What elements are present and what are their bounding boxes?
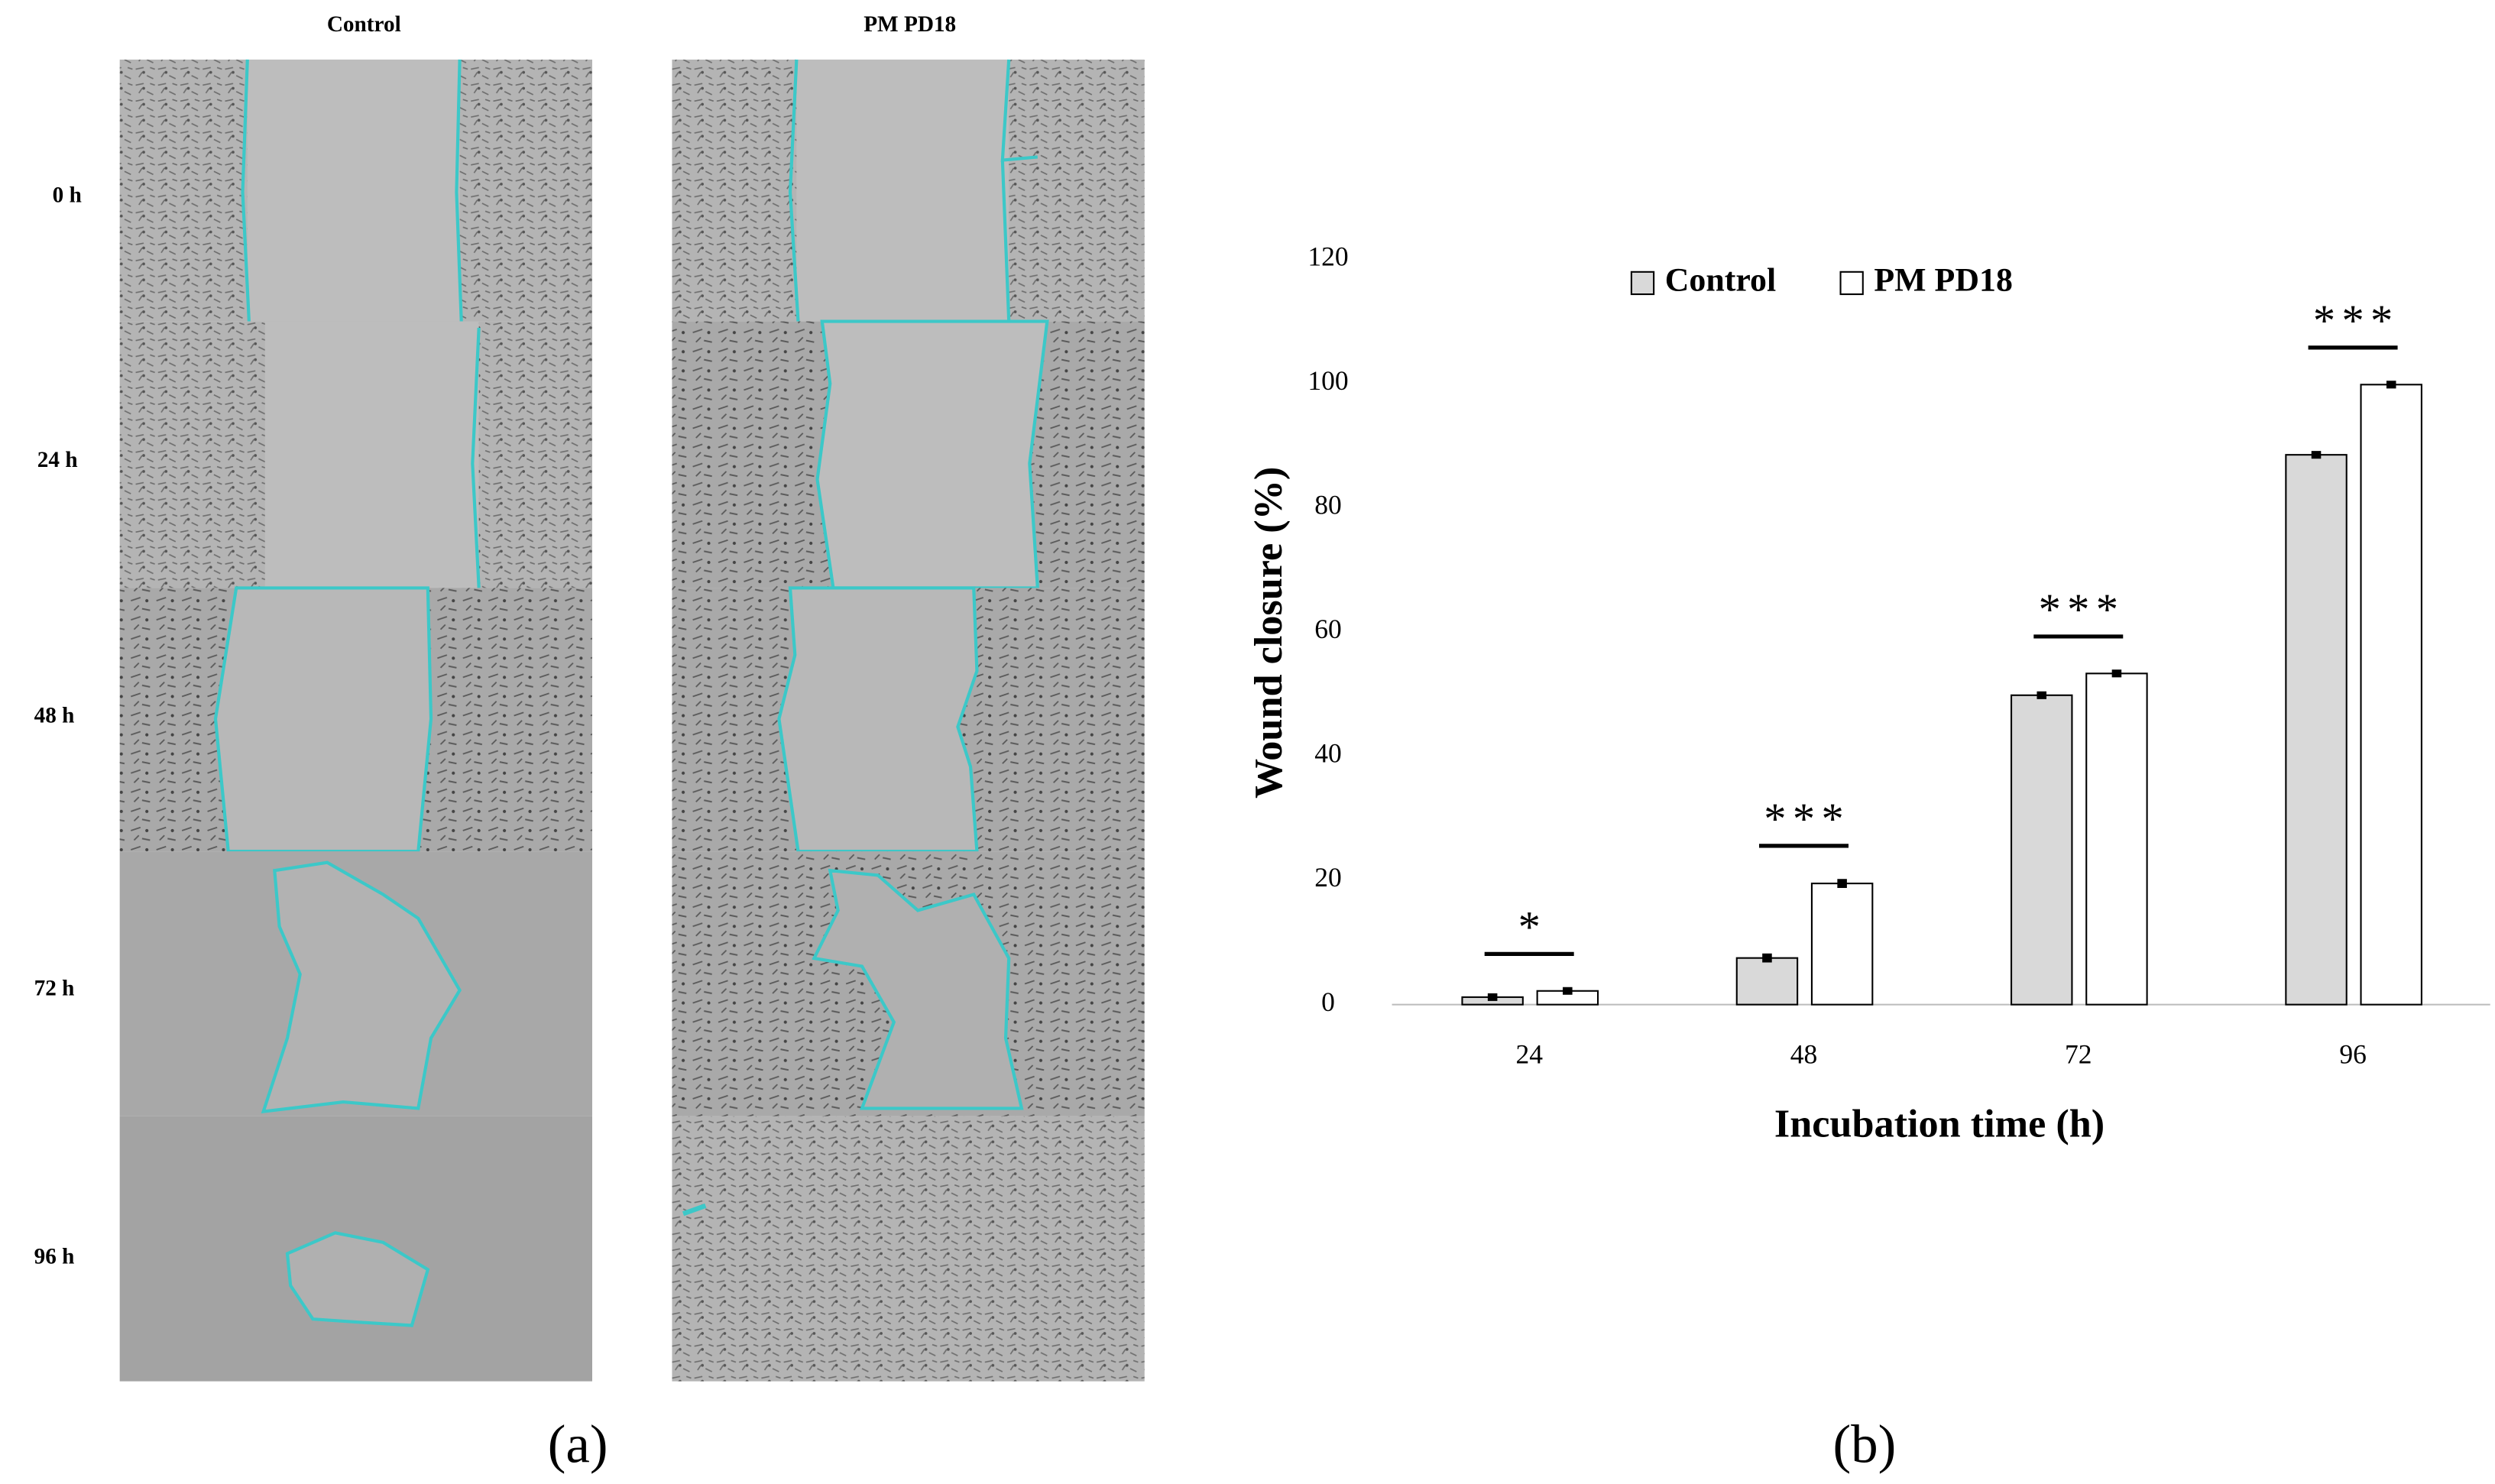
error-bar [2311, 451, 2322, 459]
error-bar [1762, 953, 1772, 963]
legend-swatch [1630, 271, 1655, 296]
wound-area [812, 868, 1024, 1110]
bar [2011, 694, 2073, 1006]
legend-label: PM PD18 [1874, 261, 2012, 298]
wound-area [777, 586, 979, 854]
error-bar [2386, 381, 2396, 389]
wound-area [247, 59, 460, 322]
row-label: 0 h [53, 183, 82, 207]
significance-label: *** [2313, 296, 2399, 345]
row-label: 48 h [34, 703, 75, 727]
x-tick-label: 48 [1790, 1039, 1818, 1070]
row-label: 72 h [34, 977, 75, 1001]
x-axis-label: Incubation time (h) [1774, 1101, 2105, 1145]
y-tick-label: 80 [1314, 489, 1342, 520]
wound-edge [241, 59, 463, 322]
column-label: PM PD18 [864, 12, 956, 37]
wound-area [796, 59, 1009, 322]
x-tick-label: 24 [1515, 1039, 1543, 1070]
error-bar [2111, 669, 2122, 678]
bar [2285, 454, 2348, 1006]
wound-area [815, 319, 1049, 590]
x-tick-label: 96 [2339, 1039, 2367, 1070]
significance-label: *** [1764, 794, 1850, 844]
bar [1735, 957, 1799, 1006]
column-label: Control [327, 12, 401, 37]
y-tick-label: 20 [1314, 862, 1342, 893]
bar [2360, 384, 2422, 1006]
panel-caption: (a) [548, 1415, 608, 1475]
wound-area [285, 1231, 430, 1327]
error-bar [1837, 879, 1847, 888]
error-bar [1563, 987, 1573, 995]
significance-label: * [1518, 902, 1547, 952]
micrograph [672, 1116, 1145, 1382]
bar [1810, 883, 1874, 1006]
legend-label: Control [1665, 261, 1776, 298]
panel-caption: (b) [1832, 1415, 1896, 1475]
y-tick-label: 120 [1307, 241, 1348, 271]
y-axis-label: Wound closure (%) [1246, 467, 1291, 799]
legend-swatch [1839, 271, 1864, 296]
wound-area [213, 586, 433, 854]
panel-a: Control PM PD18 0 h 24 h 48 h 72 h 96 h [34, 12, 1145, 1475]
x-tick-label: 72 [2065, 1039, 2092, 1070]
bar [2085, 672, 2148, 1006]
wound-edge [682, 1203, 707, 1217]
wound-area [261, 860, 462, 1114]
wound-edge [788, 59, 1038, 322]
micrographs [119, 59, 1145, 1382]
row-label: 96 h [34, 1244, 75, 1269]
significance-label: *** [2039, 585, 2125, 634]
row-label: 24 h [37, 448, 78, 472]
y-tick-label: 40 [1314, 738, 1342, 769]
y-tick-label: 60 [1314, 614, 1342, 644]
y-tick-label: 100 [1307, 365, 1348, 396]
wound-area [264, 321, 479, 588]
y-tick-label: 0 [1321, 987, 1335, 1017]
wound-edge [471, 327, 481, 588]
error-bar [2037, 691, 2047, 699]
error-bar [1487, 993, 1498, 1001]
